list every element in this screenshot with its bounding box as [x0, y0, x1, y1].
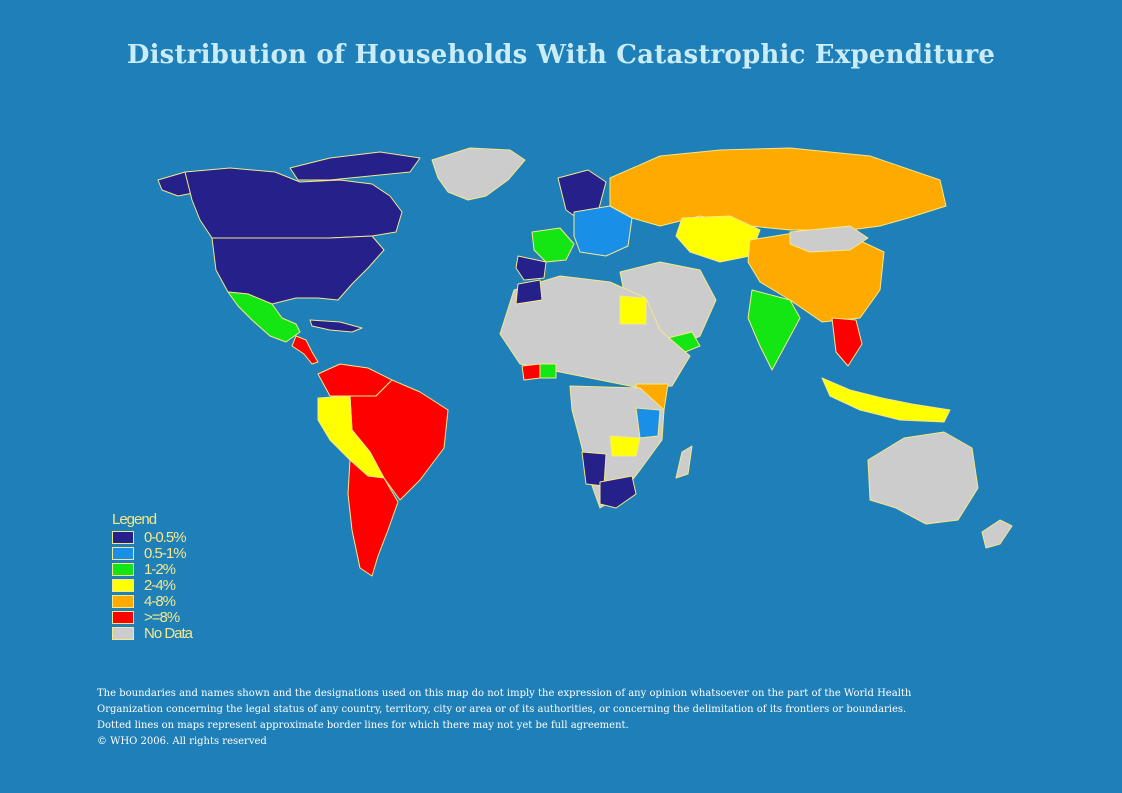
mexico: [227, 291, 301, 343]
legend-item: 0.5-1%: [112, 544, 222, 562]
legend-item: No Data: [112, 624, 222, 642]
russia: [609, 147, 947, 231]
legend-label: No Data: [144, 624, 193, 642]
southern-cone: [347, 459, 399, 577]
legend-swatch: [112, 626, 134, 640]
mongolia: [789, 225, 869, 253]
australia: [867, 431, 979, 525]
south-africa: [599, 475, 637, 509]
west-africa-2: [539, 363, 557, 379]
disclaimer-line: Dotted lines on maps represent approxima…: [97, 720, 629, 731]
legend-swatch: [112, 594, 134, 608]
legend-label: >=8%: [144, 608, 180, 626]
southeast-asia: [831, 317, 863, 367]
disclaimer-line: The boundaries and names shown and the d…: [97, 688, 912, 699]
zambia: [609, 435, 641, 457]
namibia: [581, 451, 607, 487]
legend-item: 0-0.5%: [112, 528, 222, 546]
legend-label: 4-8%: [144, 592, 176, 610]
legend-item: 4-8%: [112, 592, 222, 610]
caribbean: [309, 319, 363, 333]
legend-swatch: [112, 578, 134, 592]
legend-title: Legend: [112, 511, 157, 528]
legend-label: 2-4%: [144, 576, 176, 594]
legend-item: 2-4%: [112, 576, 222, 594]
map-title: Distribution of Households With Catastro…: [126, 40, 996, 70]
legend: Legend 0-0.5% 0.5-1% 1-2% 2-4% 4-8% >=8%…: [112, 511, 222, 642]
new-zealand: [981, 519, 1013, 549]
indonesia: [821, 377, 951, 423]
disclaimer-line: Organization concerning the legal status…: [97, 704, 907, 715]
legend-swatch: [112, 530, 134, 544]
tanzania: [635, 407, 661, 439]
legend-label: 1-2%: [144, 560, 176, 578]
west-africa: [521, 363, 541, 381]
india: [747, 289, 801, 371]
europe-west: [531, 227, 575, 263]
madagascar: [675, 445, 693, 479]
egypt: [619, 295, 647, 325]
legend-swatch: [112, 610, 134, 624]
arctic-islands: [289, 151, 421, 181]
legend-swatch: [112, 546, 134, 560]
central-asia: [675, 215, 761, 263]
disclaimer: The boundaries and names shown and the d…: [97, 686, 977, 750]
iberia: [515, 255, 547, 281]
morocco: [515, 279, 543, 305]
greenland: [431, 147, 526, 201]
copyright: © WHO 2006. All rights reserved: [97, 736, 267, 747]
legend-label: 0.5-1%: [144, 544, 187, 562]
legend-swatch: [112, 562, 134, 576]
legend-item: 1-2%: [112, 560, 222, 578]
central-america: [291, 335, 319, 365]
legend-label: 0-0.5%: [144, 528, 187, 546]
legend-item: >=8%: [112, 608, 222, 626]
canada: [184, 167, 403, 239]
